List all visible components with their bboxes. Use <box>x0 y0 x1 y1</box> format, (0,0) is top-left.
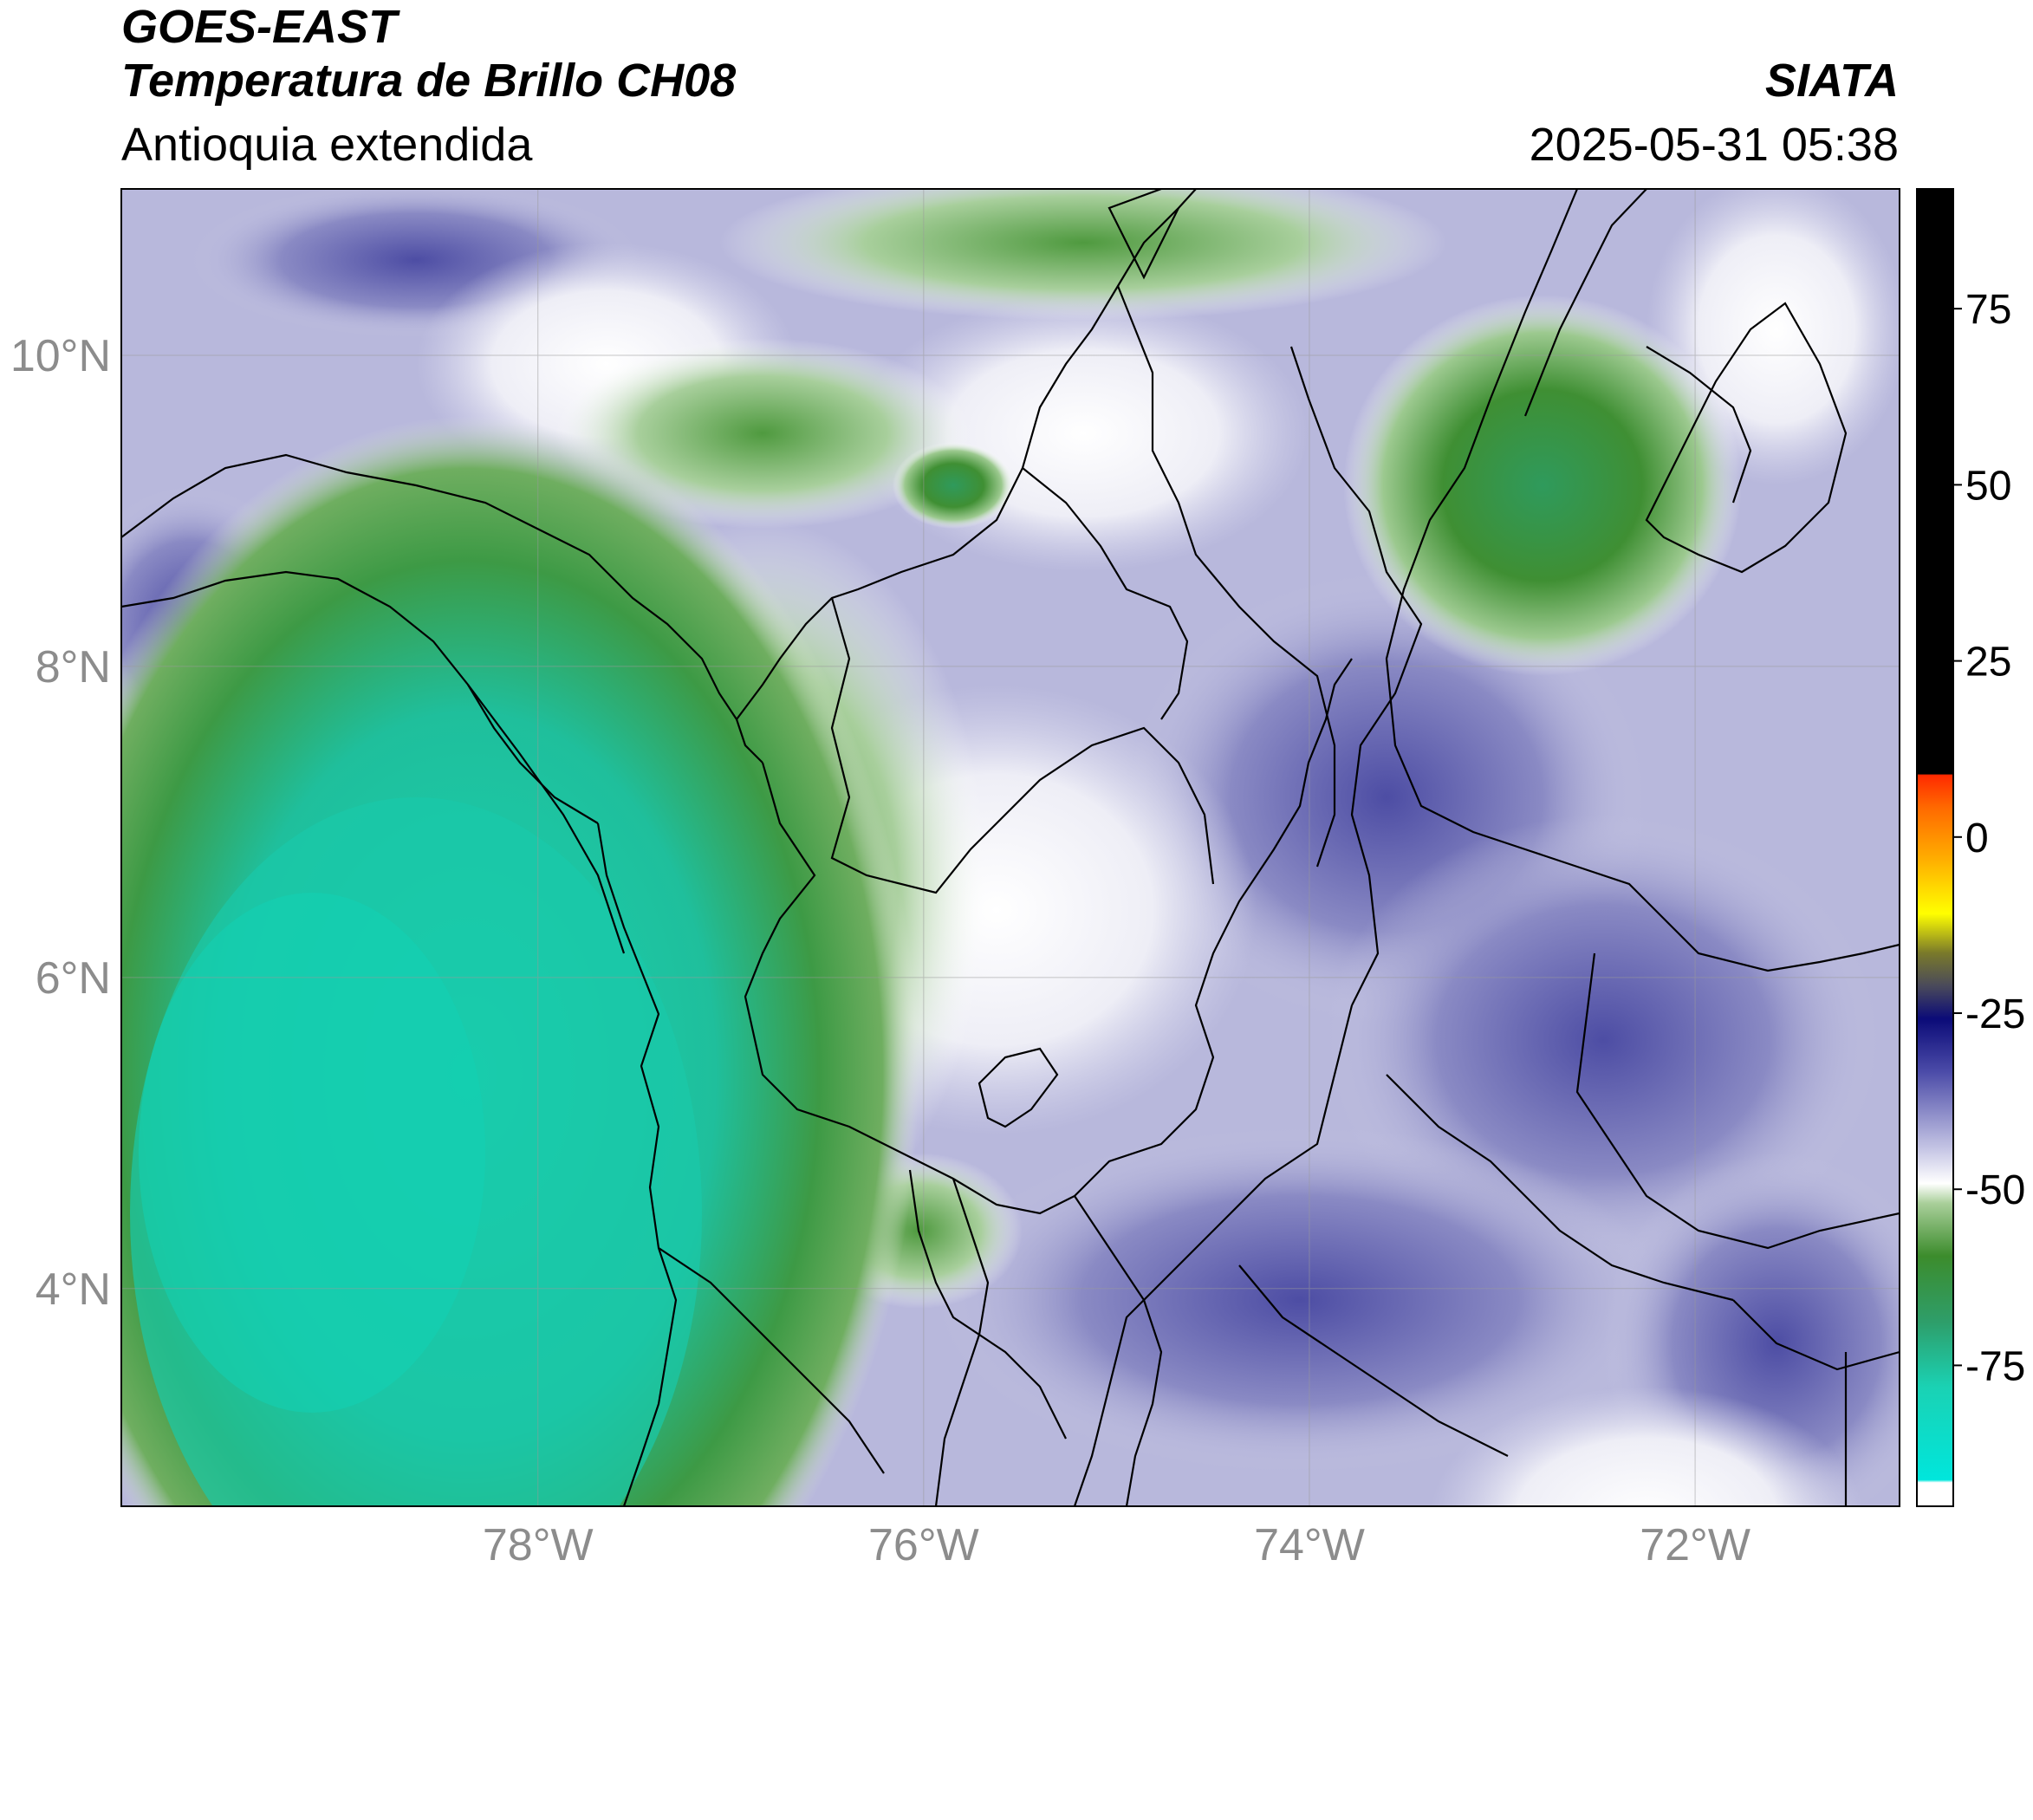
sinu-river-island <box>978 1047 1059 1128</box>
colorbar-tick-label: -75 <box>1965 1343 2025 1389</box>
meta-border <box>1238 1264 1509 1457</box>
colorbar-gradient <box>1917 189 1953 1506</box>
cordoba-border <box>830 597 1215 894</box>
lon-label: 78°W <box>483 1520 594 1570</box>
lake-maracaibo <box>1646 346 1752 504</box>
colorbar-frame <box>1916 188 1954 1507</box>
valle-border <box>658 1247 885 1474</box>
uraba-caribbean-coast <box>736 189 1197 720</box>
organization-label: SIATA <box>1765 55 1899 107</box>
lat-label: 8°N <box>36 642 111 692</box>
panama-south-coast <box>121 570 599 824</box>
boyaca-border <box>1386 1074 1734 1302</box>
product-title: Temperatura de Brillo CH08 <box>121 55 737 107</box>
political-borders <box>121 189 1900 1506</box>
lat-label: 10°N <box>10 331 111 381</box>
lon-label: 74°W <box>1254 1520 1365 1570</box>
panama-coast-border <box>121 453 763 764</box>
caldas-border <box>908 1169 1067 1440</box>
colorbar-tick-label: 50 <box>1965 463 2011 509</box>
longitude-labels: 78°W 76°W 74°W 72°W <box>483 1520 1750 1570</box>
lat-label: 4°N <box>36 1264 111 1315</box>
venezuela-border-north <box>1523 189 1647 417</box>
brightness-temperature-field <box>121 189 1900 1506</box>
map-gridlines <box>121 189 1900 1506</box>
colorbar-tick-label: 0 <box>1965 816 1989 861</box>
latitude-labels: 10°N 8°N 6°N 4°N <box>10 331 111 1315</box>
cundinamarca-border <box>1074 1195 1163 1506</box>
colorbar-ticks: 75 50 25 0 -25 -50 -75 <box>1953 287 2025 1389</box>
lon-label: 72°W <box>1640 1520 1750 1570</box>
colorbar-tick-label: -25 <box>1965 991 2025 1037</box>
lat-label: 6°N <box>36 953 111 1004</box>
choco-inner-border <box>467 684 626 954</box>
santander-border <box>1073 1004 1354 1506</box>
timestamp-label: 2025-05-31 05:38 <box>1529 119 1899 171</box>
guajira-outline <box>1645 302 1848 574</box>
map-frame <box>120 188 1900 1507</box>
casanare-border <box>1732 1299 1900 1371</box>
sucre-bolivar-border <box>1022 467 1189 720</box>
venezuela-border <box>1385 189 1900 972</box>
colorbar-tick-label: 25 <box>1965 640 2011 686</box>
colorbar: 75 50 25 0 -25 -50 -75 <box>1916 188 2025 1507</box>
region-subtitle: Antioquia extendida <box>121 119 533 171</box>
cesar-border <box>1289 346 1423 1006</box>
lon-label: 76°W <box>868 1520 979 1570</box>
colombia-pacific-coast <box>596 822 678 1506</box>
colorbar-tick-label: -50 <box>1965 1167 2025 1213</box>
arauca-border <box>1575 952 1900 1250</box>
bolivar-border <box>1116 285 1336 868</box>
magdalena-border <box>1107 189 1179 280</box>
colorbar-tick-label: 75 <box>1965 287 2011 333</box>
satellite-title: GOES-EAST <box>121 1 398 53</box>
